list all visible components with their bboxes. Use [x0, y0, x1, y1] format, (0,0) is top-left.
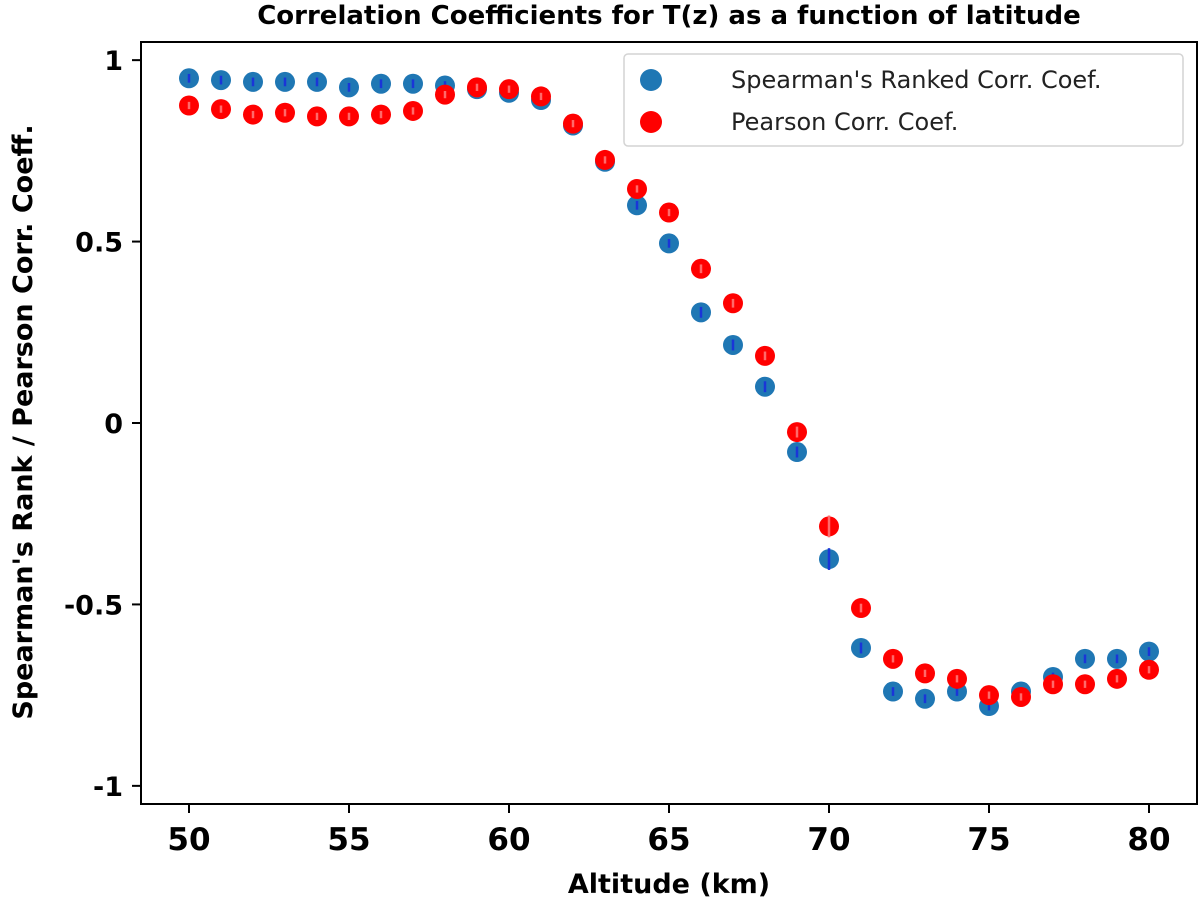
legend-marker-pearson [640, 111, 662, 133]
data-marks [179, 68, 1159, 717]
legend: Spearman's Ranked Corr. Coef. Pearson Co… [623, 53, 1184, 147]
x-tick-label: 70 [807, 822, 850, 858]
x-tick-label: 50 [167, 822, 210, 858]
chart-title: Correlation Coefficients for T(z) as a f… [257, 1, 1081, 31]
x-tick-label: 75 [967, 822, 1010, 858]
x-tick-label: 65 [647, 822, 690, 858]
x-tick-label: 55 [327, 822, 370, 858]
y-tick-label: -1 [93, 772, 123, 803]
y-tick-label: 0.5 [75, 228, 123, 259]
y-tick-label: 1 [104, 46, 123, 77]
x-tick-label: 80 [1127, 822, 1170, 858]
legend-marker-spearman [640, 69, 662, 91]
axis-ticks: 50 55 60 65 70 75 80 1 0.5 0 -0.5 -1 [64, 46, 1171, 858]
y-tick-label: -0.5 [64, 590, 123, 621]
y-tick-label: 0 [104, 409, 123, 440]
series-spearman [179, 68, 1159, 717]
legend-box [623, 53, 1184, 147]
legend-label-pearson: Pearson Corr. Coef. [731, 108, 958, 136]
legend-label-spearman: Spearman's Ranked Corr. Coef. [731, 66, 1102, 94]
plot-frame [140, 41, 1198, 805]
series-pearson [179, 77, 1159, 707]
x-tick-label: 60 [487, 822, 530, 858]
y-axis-label: Spearman's Rank / Pearson Corr. Coeff. [8, 124, 39, 719]
x-axis-label: Altitude (km) [568, 869, 770, 900]
